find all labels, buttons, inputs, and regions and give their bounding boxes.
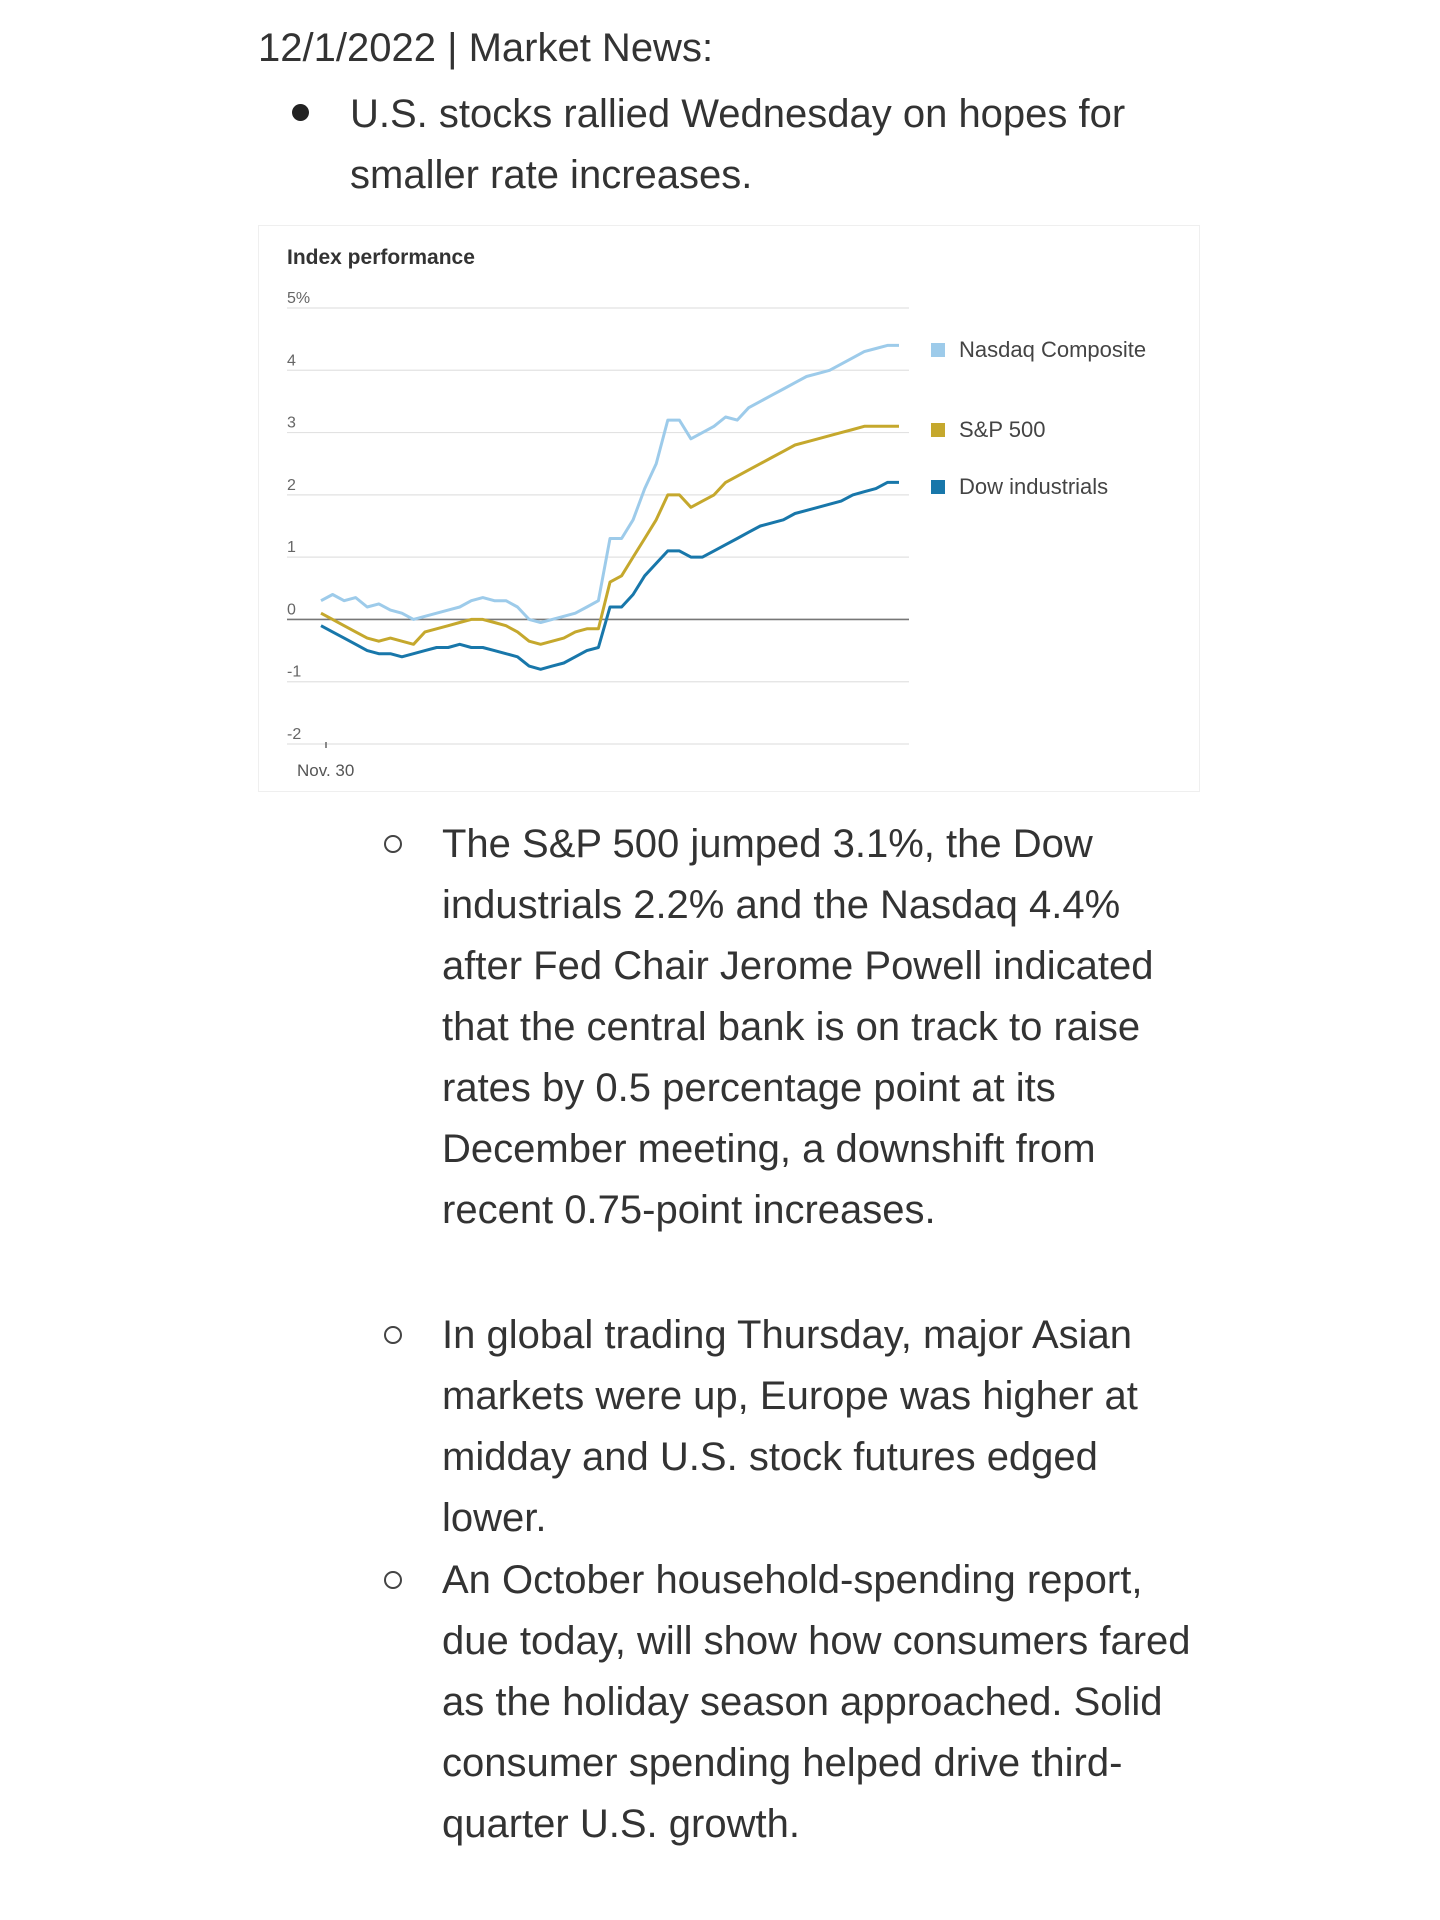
sub-bullet-circle-icon	[384, 835, 402, 853]
y-tick-label: -1	[287, 664, 301, 681]
y-tick-label: 1	[287, 539, 296, 556]
series-line-s-p-500	[320, 424, 899, 646]
series-line-nasdaq-composite	[320, 343, 899, 624]
y-tick-label: 2	[287, 477, 296, 494]
y-tick-label: 4	[287, 352, 296, 369]
y-tick-label: 0	[287, 601, 296, 618]
sub-bullet-2: In global trading Thursday, major Asian …	[442, 1313, 1138, 1540]
legend-swatch	[931, 423, 945, 437]
main-bullet-text: U.S. stocks rallied Wednesday on hopes f…	[350, 92, 1126, 197]
chart-svg: Index performance 5% 4 3 2 1 0 -1 -2 Nasdaq Com…	[287, 246, 1146, 780]
legend-label: Dow industrials	[959, 474, 1108, 499]
y-tick-label: 3	[287, 415, 296, 432]
series-line-dow-industrials	[320, 480, 899, 671]
sub-bullet-circle-icon	[384, 1571, 402, 1589]
legend-label: S&P 500	[959, 417, 1045, 442]
legend-swatch	[931, 343, 945, 357]
x-tick-label: Nov. 30	[297, 761, 354, 780]
y-tick-label: -2	[287, 726, 301, 743]
y-tick-label: 5%	[287, 290, 310, 307]
sub-bullet-1: The S&P 500 jumped 3.1%, the Dow industr…	[442, 822, 1154, 1232]
bullet-disc-icon	[292, 104, 309, 121]
page-title: 12/1/2022 | Market News:	[258, 26, 714, 70]
legend-label: Nasdaq Composite	[959, 337, 1146, 362]
sub-bullet-circle-icon	[384, 1326, 402, 1344]
index-performance-chart: Index performance 5% 4 3 2 1 0 -1 -2 Nasdaq Com…	[258, 225, 1200, 792]
chart-title: Index performance	[287, 246, 475, 269]
sub-bullet-3: An October household-spending report, du…	[442, 1558, 1191, 1846]
legend-swatch	[931, 480, 945, 494]
